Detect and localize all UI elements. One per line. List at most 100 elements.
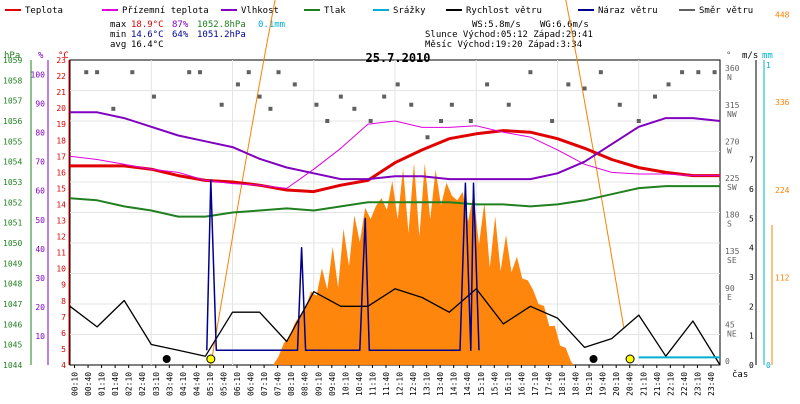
wind-direction-marker	[198, 70, 202, 75]
wind-direction-marker	[352, 106, 357, 111]
x-tick-label: 15:40	[490, 372, 499, 396]
wind-direction-marker	[111, 106, 116, 111]
wind-direction-marker	[325, 119, 330, 123]
wind-direction-marker	[712, 70, 717, 75]
stats-min-temp: 14.6°C	[131, 30, 164, 40]
x-tick-label: 05:40	[219, 372, 228, 396]
tick-label-temperature: 11	[56, 249, 66, 258]
tick-label-temperature: 13	[56, 217, 66, 226]
tick-label-pressure: 1044	[3, 361, 22, 370]
tick-label-temperature: 15	[56, 184, 66, 193]
x-tick-label: 12:40	[409, 372, 418, 396]
wind-direction-marker	[219, 102, 224, 107]
tick-label-direction-name: N	[727, 73, 732, 82]
x-tick-label: 19:40	[599, 372, 608, 396]
x-tick-label: 02:10	[125, 372, 134, 396]
wind-direction-marker	[696, 70, 701, 75]
wind-direction-marker	[485, 82, 490, 87]
tick-label-pressure: 1053	[3, 178, 22, 187]
tick-label-wind: 0	[749, 361, 754, 370]
tick-label-temperature: 19	[56, 120, 66, 129]
x-tick-label: 17:10	[531, 372, 540, 396]
x-tick-label: 12:10	[396, 372, 405, 396]
tick-label-pressure: 1046	[3, 320, 22, 329]
x-tick-label: 04:40	[192, 372, 201, 396]
unit-degc: °C	[58, 51, 69, 61]
tick-label-temperature: 20	[56, 104, 66, 113]
tick-label-direction-name: SE	[727, 256, 737, 265]
tick-label-direction: 225	[725, 174, 740, 183]
radiation-area	[273, 162, 574, 365]
x-tick-label: 23:40	[707, 372, 716, 396]
x-tick-label: 00:10	[71, 372, 80, 396]
tick-label-rain: 0	[766, 361, 771, 370]
tick-label-pressure: 1054	[3, 158, 22, 167]
tick-label-direction: 90	[725, 284, 735, 293]
tick-label-pressure: 1045	[3, 341, 22, 350]
wind-direction-marker	[187, 70, 192, 75]
wind-direction-marker	[617, 102, 622, 107]
wind-direction-marker	[582, 86, 587, 91]
tick-label-humidity: 80	[35, 129, 45, 138]
x-tick-label: 05:10	[206, 372, 215, 396]
tick-label-humidity: 50	[35, 216, 45, 225]
x-tick-label: 11:40	[382, 372, 391, 396]
stats-min-label: min	[110, 30, 126, 40]
stats-min-hum: 64%	[172, 30, 189, 40]
wind-direction-marker	[84, 70, 89, 75]
tick-label-temperature: 8	[61, 297, 66, 306]
tick-label-temperature: 4	[61, 361, 66, 370]
x-tick-label: 18:40	[572, 372, 581, 396]
series-line	[69, 288, 721, 366]
tick-label-humidity: 20	[35, 303, 45, 312]
wind-direction-marker	[528, 70, 533, 75]
unit-time: čas	[732, 369, 748, 380]
tick-label-direction-name: W	[727, 146, 732, 155]
wind-direction-marker	[636, 119, 641, 123]
tick-label-temperature: 12	[56, 233, 66, 242]
x-tick-label: 11:10	[368, 372, 377, 396]
legend-label: Teplota	[25, 6, 63, 16]
sunrise-icon	[206, 354, 216, 364]
tick-label-temperature: 22	[56, 72, 66, 81]
legend-label: Vlhkost	[241, 6, 279, 16]
axes: 1044104510461047104810491050105110521053…	[3, 11, 790, 396]
series-layer	[69, 0, 721, 366]
tick-label-temperature: 17	[56, 152, 66, 161]
tick-label-pressure: 1059	[3, 56, 22, 65]
tick-label-direction: 180	[725, 211, 740, 220]
info-wg: WG:6.6m/s	[540, 20, 589, 30]
tick-label-pressure: 1049	[3, 259, 22, 268]
wind-direction-marker	[439, 119, 444, 123]
x-tick-label: 22:40	[680, 372, 689, 396]
tick-label-temperature: 16	[56, 168, 66, 177]
tick-label-wind: 2	[749, 302, 754, 311]
x-tick-label: 00:40	[84, 372, 93, 396]
wind-direction-marker	[130, 70, 135, 75]
stats-avg-temp: 16.4°C	[131, 40, 164, 50]
wind-direction-marker	[235, 82, 240, 87]
x-tick-label: 14:40	[463, 372, 472, 396]
x-tick-label: 13:40	[436, 372, 445, 396]
tick-label-temperature: 21	[56, 88, 66, 97]
x-tick-label: 17:40	[544, 372, 553, 396]
stats-max-hum: 87%	[172, 20, 189, 30]
series-line	[70, 111, 721, 181]
x-tick-label: 08:40	[301, 372, 310, 396]
tick-label-sun: 112	[775, 273, 790, 282]
x-tick-label: 01:10	[98, 372, 107, 396]
unit-ms: m/s	[742, 51, 758, 61]
tick-label-sun: 336	[775, 98, 790, 107]
series-line	[69, 120, 720, 189]
tick-label-direction: 0	[725, 357, 730, 366]
tick-label-direction: 45	[725, 320, 735, 329]
x-tick-label: 06:40	[247, 372, 256, 396]
tick-label-humidity: 90	[35, 100, 45, 109]
tick-label-pressure: 1052	[3, 198, 22, 207]
wind-direction-marker	[468, 119, 473, 123]
wind-direction-marker	[268, 106, 273, 111]
x-tick-label: 09:10	[314, 372, 323, 396]
tick-label-wind: 4	[749, 244, 754, 253]
